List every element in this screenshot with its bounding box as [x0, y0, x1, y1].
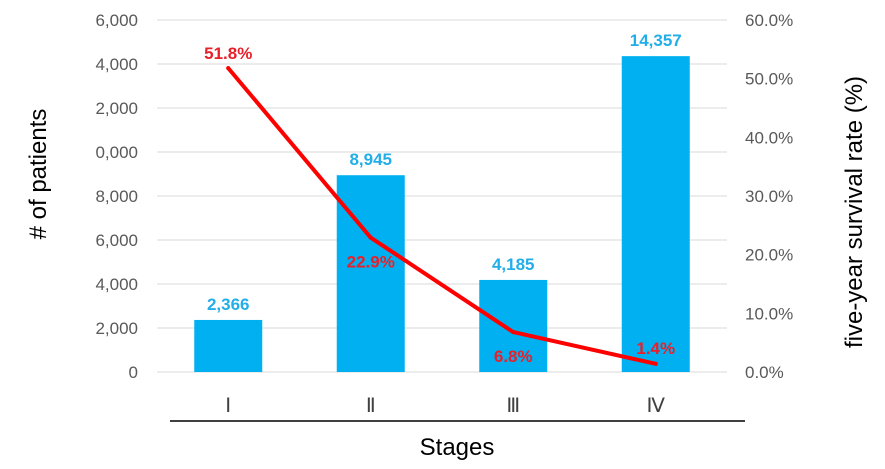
line-point [511, 330, 516, 335]
line-data-label: 51.8% [204, 44, 252, 63]
bar-data-label: 14,357 [630, 31, 682, 50]
y2-tick-label: 10.0% [745, 304, 793, 323]
y-tick-label: 0 [129, 363, 138, 382]
y2-tick-label: 60.0% [745, 11, 793, 30]
category-axis-labels: Ⅰ Ⅱ Ⅲ Ⅳ [225, 395, 665, 417]
line-data-label: 1.4% [636, 339, 675, 358]
bar-data-labels: 2,366 8,945 4,185 14,357 [207, 31, 682, 314]
bar [194, 319, 263, 372]
line-point [653, 361, 658, 366]
bar-data-label: 4,185 [492, 255, 535, 274]
x-tick-label: Ⅳ [647, 395, 666, 417]
x-tick-label: Ⅲ [506, 395, 520, 417]
y2-tick-label: 20.0% [745, 246, 793, 265]
x-axis-title: Stages [420, 434, 495, 461]
left-axis-ticks: 0 2,000 4,000 6,000 8,000 0,000 2,000 4,000 6,00… [95, 11, 138, 382]
y-tick-label: 2,000 [95, 99, 138, 118]
y-tick-label: 6,000 [95, 231, 138, 250]
y-tick-label: 0,000 [95, 143, 138, 162]
y-tick-label: 8,000 [95, 187, 138, 206]
survival-line [226, 66, 658, 366]
y2-tick-label: 40.0% [745, 128, 793, 147]
x-tick-label: Ⅰ [225, 395, 231, 417]
right-axis-ticks: 0.0% 10.0% 20.0% 30.0% 40.0% 50.0% 60.0% [745, 11, 793, 382]
patient-bars [194, 56, 690, 373]
y2-tick-label: 30.0% [745, 187, 793, 206]
line-point [368, 235, 373, 240]
y-tick-label: 4,000 [95, 55, 138, 74]
bar-data-label: 8,945 [349, 150, 392, 169]
bar [479, 279, 548, 372]
bar [621, 56, 690, 373]
y2-axis-title: five-year survival rate (%) [841, 76, 868, 348]
line-data-labels: 51.8% 22.9% 6.8% 1.4% [204, 44, 675, 366]
line-data-label: 6.8% [494, 347, 533, 366]
y-tick-label: 4,000 [95, 275, 138, 294]
y-tick-label: 6,000 [95, 11, 138, 30]
y2-tick-label: 0.0% [745, 363, 784, 382]
x-tick-label: Ⅱ [366, 395, 376, 417]
survival-line-series [226, 66, 658, 366]
bar-data-label: 2,366 [207, 295, 250, 314]
y-axis-title: # of patients [25, 109, 52, 240]
y2-tick-label: 50.0% [745, 70, 793, 89]
y-tick-label: 2,000 [95, 319, 138, 338]
line-point [226, 66, 231, 71]
bar [336, 175, 405, 372]
line-data-label: 22.9% [347, 253, 395, 272]
